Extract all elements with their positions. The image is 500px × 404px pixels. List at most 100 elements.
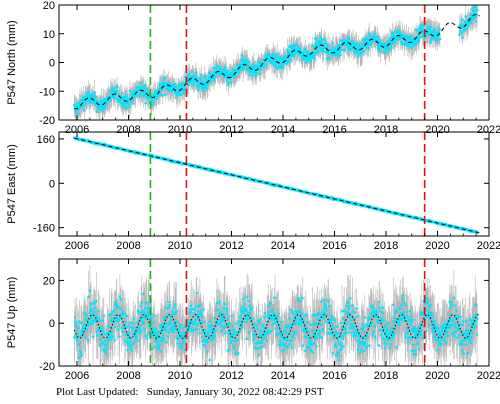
north-data-point [225, 79, 229, 82]
north-data-point [297, 52, 301, 56]
north-data-point [402, 34, 406, 37]
north-data-point [263, 61, 267, 64]
north-data-point [255, 71, 259, 75]
north-data-point [357, 50, 361, 53]
north-data-point [215, 64, 218, 67]
north-data-point [95, 110, 99, 114]
north-data-point [428, 28, 432, 31]
north-data-point [91, 93, 95, 96]
north-data-point [247, 60, 251, 64]
north-data-point [128, 104, 131, 107]
north-y-tick-label: 20 [43, 0, 55, 12]
north-data-point [345, 41, 349, 45]
north-data-point [158, 93, 162, 96]
north-data-point [274, 65, 278, 68]
north-data-point [279, 62, 283, 66]
north-data-point [377, 48, 380, 51]
north-data-point [391, 33, 395, 36]
north-data-point [461, 36, 464, 39]
north-data-point [393, 40, 397, 44]
north-data-point [325, 42, 329, 46]
north-y-tick-label: -20 [39, 115, 55, 127]
north-data-point [75, 110, 78, 114]
north-data-point [472, 10, 476, 14]
north-data-point [438, 28, 441, 31]
north-y-tick-label: -10 [39, 86, 55, 98]
north-data-point [294, 43, 298, 46]
north-panel: 2006 2008 2010 2012 2014 2016 2018 2020 2022-20-… [6, 0, 500, 136]
north-data-point [297, 45, 300, 48]
north-data-point [131, 98, 135, 102]
north-data-point [409, 34, 413, 38]
north-data-point [214, 67, 218, 70]
north-data-point [355, 41, 358, 45]
north-data-point [475, 13, 479, 16]
north-data-point [139, 82, 143, 85]
north-data-point [390, 46, 393, 50]
north-data-point [120, 91, 124, 95]
north-data-point [115, 89, 119, 93]
north-data-point [411, 44, 415, 47]
north-data-point [143, 83, 147, 87]
north-data-point [376, 36, 379, 39]
north-data-point [248, 73, 251, 77]
north-y-tick-label: 10 [43, 29, 55, 41]
north-data-point [200, 77, 203, 80]
north-model-line [74, 13, 481, 110]
north-x-tick-label: 2006 [65, 124, 89, 136]
north-data-point [458, 33, 461, 37]
north-data-point [316, 50, 320, 54]
north-data-point [471, 18, 475, 21]
north-data-point [163, 93, 167, 96]
north-data-point [362, 42, 366, 46]
north-data-point [361, 38, 365, 41]
north-data-point [286, 48, 289, 52]
north-data-point [158, 82, 162, 85]
north-data-point [476, 8, 479, 12]
north-data-point [219, 67, 223, 70]
north-data-point [142, 85, 146, 89]
north-data-point [285, 61, 289, 65]
north-data-point [328, 56, 331, 60]
north-data-point [132, 89, 136, 93]
north-data-point [254, 74, 258, 78]
north-data-point [105, 102, 109, 106]
north-data-point [123, 97, 127, 100]
north-data-point [438, 37, 442, 41]
north-data-point [223, 65, 227, 69]
north-data-point [213, 70, 217, 74]
north-data-point [373, 32, 376, 35]
north-data-point [252, 63, 255, 66]
north-data-point [240, 63, 243, 66]
north-data-point [389, 42, 393, 45]
north-data-point [292, 53, 296, 56]
north-data-point [309, 60, 313, 63]
north-data-point [124, 106, 128, 110]
north-data-point [145, 87, 148, 91]
north-data-point [83, 108, 86, 112]
north-data-point [357, 45, 361, 49]
north-data-point [113, 86, 117, 90]
north-y-axis-label: P547 North (mm) [6, 20, 18, 104]
north-data-point [322, 49, 326, 53]
north-data-point [214, 75, 217, 79]
north-data-point [199, 73, 203, 77]
north-data-point [367, 46, 370, 50]
east-panel: 2006 2008 2010 2012 2014 2016 2018 2020 2022-160… [6, 131, 500, 252]
north-plot-area [73, 5, 481, 120]
north-data-point [230, 76, 234, 79]
north-data-point [126, 101, 129, 105]
north-data-point [89, 100, 93, 104]
north-data-point [156, 94, 160, 98]
north-data-point [319, 35, 323, 39]
north-data-point [337, 43, 341, 47]
north-data-point [179, 93, 183, 97]
north-data-point [81, 105, 85, 108]
north-data-point [343, 48, 346, 52]
north-data-point [281, 64, 285, 68]
north-data-point [194, 71, 198, 75]
north-data-point [433, 27, 437, 31]
north-data-point [315, 48, 319, 52]
north-data-point [358, 43, 362, 46]
